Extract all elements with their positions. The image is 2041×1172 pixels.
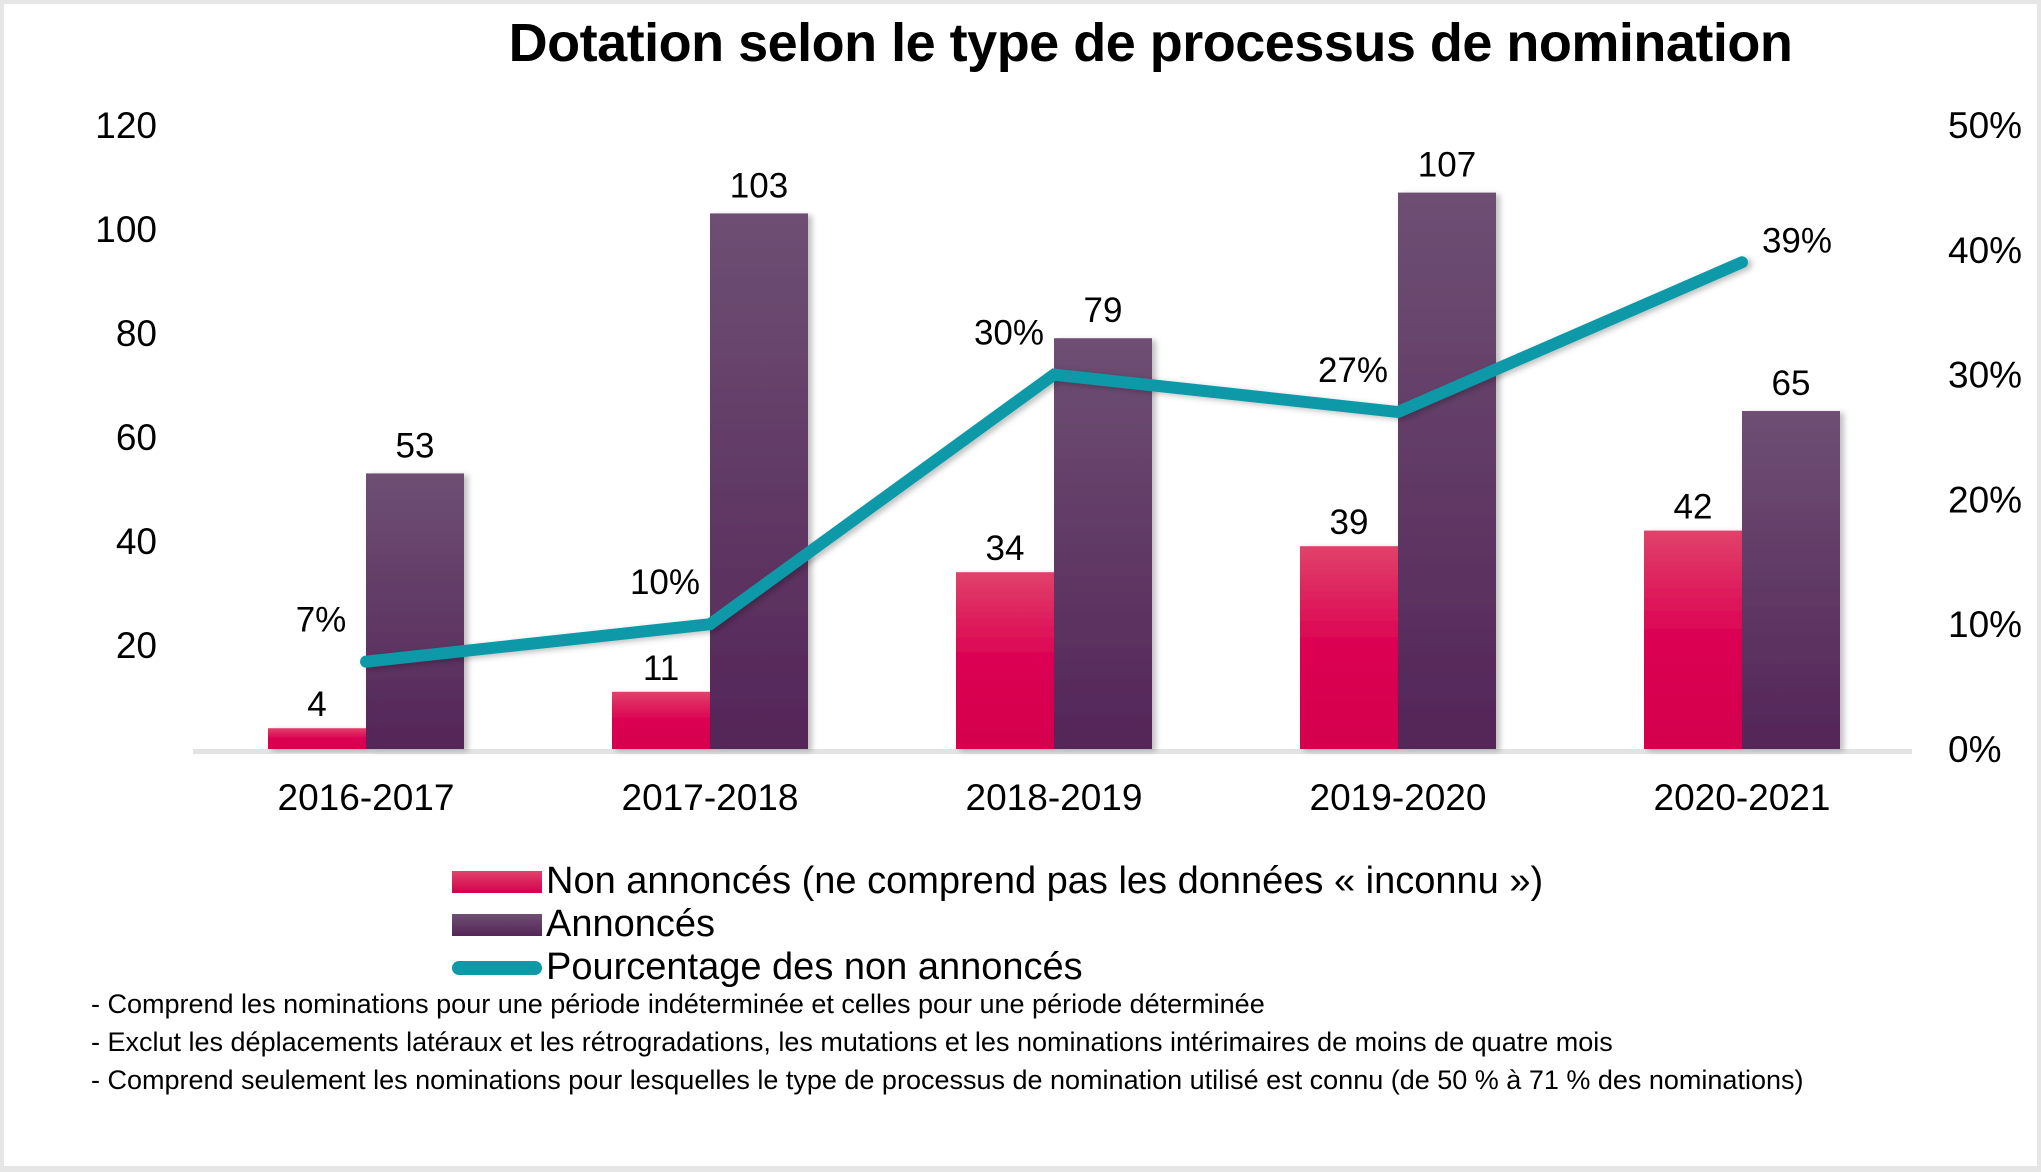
x-axis-tick-label: 2016-2017: [278, 777, 455, 818]
right-axis-tick-label: 0%: [1948, 729, 2001, 770]
right-axis-tick-label: 40%: [1948, 230, 2022, 271]
percentage-data-label: 30%: [974, 314, 1044, 353]
x-axis-tick-label: 2020-2021: [1654, 777, 1831, 818]
right-axis-tick-label: 50%: [1948, 105, 2022, 146]
percentage-data-label: 39%: [1762, 221, 1832, 260]
bar-value-label-non-annonces: 42: [1674, 488, 1713, 527]
legend-item-pourcentage: Pourcentage des non annoncés: [452, 946, 1543, 989]
right-axis-tick-label: 30%: [1948, 355, 2022, 396]
footnote: - Exclut les déplacements latéraux et le…: [91, 1027, 1613, 1057]
bar-value-label-non-annonces: 34: [986, 529, 1025, 568]
bar-annonces: [1398, 192, 1496, 750]
footnote: - Comprend les nominations pour une péri…: [91, 989, 1265, 1019]
percentage-data-label: 7%: [296, 601, 347, 640]
bar-value-label-annonces: 65: [1772, 364, 1811, 403]
legend-label: Non annoncés (ne comprend pas les donnée…: [546, 860, 1544, 902]
legend: Non annoncés (ne comprend pas les donnée…: [452, 860, 1543, 989]
bar-value-label-non-annonces: 39: [1330, 503, 1369, 542]
x-axis-tick-label: 2018-2019: [966, 777, 1143, 818]
legend-swatch-red: [452, 870, 542, 893]
x-axis-tick-label: 2019-2020: [1310, 777, 1487, 818]
bar-non-annonces: [268, 728, 366, 749]
bar-annonces: [1054, 338, 1152, 749]
bar-non-annonces: [612, 691, 710, 749]
footnotes: - Comprend les nominations pour une péri…: [91, 985, 1936, 1099]
percentage-data-label: 10%: [630, 563, 700, 602]
legend-label: Annoncés: [546, 903, 716, 945]
right-axis-tick-label: 20%: [1948, 479, 2022, 520]
left-axis-tick-label: 60: [116, 417, 157, 458]
x-axis-line: [193, 749, 1912, 754]
left-axis-tick-label: 40: [116, 521, 157, 562]
left-axis-tick-label: 20: [116, 625, 157, 666]
left-axis-tick-label: 80: [116, 313, 157, 354]
legend-label: Pourcentage des non annoncés: [546, 946, 1083, 988]
x-axis-tick-label: 2017-2018: [622, 777, 799, 818]
right-axis-tick-label: 10%: [1948, 604, 2022, 645]
bar-value-label-non-annonces: 11: [643, 649, 679, 688]
bar-annonces: [710, 213, 808, 749]
bar-value-label-non-annonces: 4: [307, 685, 326, 724]
bar-non-annonces: [1300, 546, 1398, 749]
bar-value-label-annonces: 79: [1084, 291, 1123, 330]
legend-item-non-annonces: Non annoncés (ne comprend pas les donnée…: [452, 860, 1543, 903]
legend-swatch-purple: [452, 913, 542, 936]
left-axis-tick-label: 120: [95, 105, 157, 146]
bar-non-annonces: [1644, 530, 1742, 749]
left-axis-tick-label: 100: [95, 209, 157, 250]
bar-value-label-annonces: 53: [396, 426, 435, 465]
bar-annonces: [366, 473, 464, 749]
bar-value-label-annonces: 103: [730, 166, 788, 205]
percentage-data-label: 27%: [1318, 351, 1388, 390]
bar-annonces: [1742, 411, 1840, 749]
legend-item-annonces: Annoncés: [452, 903, 1543, 946]
bar-non-annonces: [956, 572, 1054, 749]
footnote: - Comprend seulement les nominations pou…: [91, 1065, 1804, 1095]
legend-swatch-teal-line: [452, 960, 542, 975]
chart-title: Dotation selon le type de processus de n…: [508, 13, 1793, 73]
bar-value-label-annonces: 107: [1418, 146, 1476, 185]
